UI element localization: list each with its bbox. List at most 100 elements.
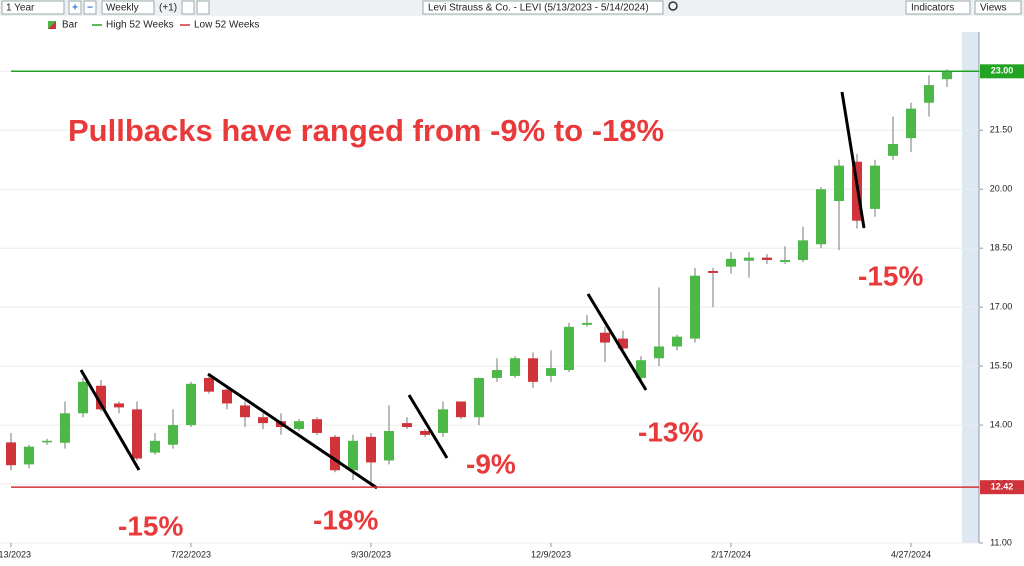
candle-body [636, 360, 646, 378]
candle-body [168, 425, 178, 445]
period[interactable]: 1 Year [6, 3, 35, 14]
candle-body [294, 421, 304, 430]
candle-body [600, 332, 610, 343]
annotation: -15% [858, 260, 923, 291]
candle-body [438, 409, 448, 433]
pullback-lines [79, 91, 866, 490]
pullback-line [79, 369, 141, 471]
annotation: Pullbacks have ranged from -9% to -18% [68, 113, 664, 148]
candle-body [240, 405, 250, 418]
x-tick-label: 7/22/2023 [171, 549, 211, 559]
annotation: -18% [313, 504, 378, 535]
y-tick-label: 17.00 [990, 302, 1013, 312]
candle-body [420, 430, 430, 435]
candle-body [510, 358, 520, 376]
x-tick-label: 5/13/2023 [0, 549, 31, 559]
zoom-in[interactable] [68, 0, 82, 15]
views[interactable]: Views [980, 3, 1007, 14]
candle-body [888, 144, 898, 156]
candle-body [564, 326, 574, 371]
candle-body [906, 108, 916, 139]
candle-body [42, 440, 52, 443]
reference-label: 23.00 [991, 66, 1014, 76]
x-tick-label: 12/9/2023 [531, 549, 571, 559]
reference-label-box [980, 480, 1024, 495]
x-tick-label: 2/17/2024 [711, 549, 751, 559]
interval[interactable]: Weekly [106, 3, 139, 14]
candle-body [654, 346, 664, 359]
candle-body [6, 442, 16, 466]
legend-label: Low 52 Weeks [194, 20, 259, 31]
candle-body [258, 417, 268, 424]
indicators[interactable]: Indicators [911, 3, 954, 14]
zoom-out[interactable] [83, 0, 97, 15]
candle-body [528, 358, 538, 382]
annotation: -13% [638, 416, 703, 447]
candle-body [348, 440, 358, 471]
candle-body [492, 370, 502, 378]
candle-body [618, 338, 628, 349]
candle-body [726, 258, 736, 267]
pullback-line [586, 293, 648, 391]
candle-body [204, 377, 214, 392]
legend-label: High 52 Weeks [106, 20, 174, 31]
symbol[interactable]: Levi Strauss & Co. - LEVI (5/13/2023 - 5… [428, 3, 649, 14]
annotation: -9% [466, 448, 516, 479]
y-tick-label: 18.50 [990, 243, 1013, 253]
candle-body [312, 419, 322, 433]
zoom-out-icon[interactable]: − [87, 3, 93, 14]
candle-body [546, 368, 556, 376]
reference-label: 12.42 [991, 482, 1014, 492]
legend-label: Bar [62, 20, 78, 31]
candle-body [762, 257, 772, 260]
x-tick-label: 9/30/2023 [351, 549, 391, 559]
y-tick-label: 11.00 [990, 537, 1012, 547]
candle-body [24, 446, 34, 465]
pullback-line [840, 91, 866, 229]
candle-body [474, 377, 484, 418]
candle-body [186, 383, 196, 426]
pullback-line [207, 372, 378, 490]
search-icon[interactable] [668, 1, 678, 11]
future-zone [962, 32, 979, 543]
y-tick-label: 20.00 [990, 184, 1013, 194]
views-button[interactable] [974, 0, 1022, 15]
annotation: -15% [118, 510, 183, 541]
zoom-in-icon[interactable]: + [72, 3, 78, 14]
candle-body [456, 401, 466, 418]
candle-body [870, 165, 880, 209]
candle-body [690, 275, 700, 339]
offset[interactable]: (+1) [159, 3, 177, 14]
period-select[interactable] [1, 0, 65, 15]
candle-body [402, 423, 412, 428]
y-tick-label: 21.50 [990, 125, 1013, 135]
offset-plus[interactable] [181, 0, 195, 15]
candle-body [780, 259, 790, 262]
offset-minus[interactable] [196, 0, 210, 15]
indicators-button[interactable] [905, 0, 971, 15]
candle-body [78, 381, 88, 414]
candle-body [366, 436, 376, 463]
candle-body [834, 165, 844, 202]
candle-body [96, 385, 106, 410]
candle-body [708, 270, 718, 273]
candle-body [672, 336, 682, 347]
y-tick-label: 15.50 [990, 360, 1013, 370]
legend-swatch [48, 21, 56, 29]
candle-body [222, 389, 232, 404]
candle-body [942, 71, 952, 80]
candle-body [798, 240, 808, 260]
candle-body [150, 440, 160, 453]
candle-body [924, 85, 934, 103]
candle-body [60, 413, 70, 443]
candle-body [330, 436, 340, 471]
reference-label-box [980, 64, 1024, 79]
candle-body [582, 322, 592, 325]
x-tick-label: 4/27/2024 [891, 549, 931, 559]
candle-body [132, 409, 142, 459]
candle-body [114, 403, 124, 408]
symbol-box[interactable] [422, 0, 664, 15]
interval-select[interactable] [101, 0, 155, 15]
